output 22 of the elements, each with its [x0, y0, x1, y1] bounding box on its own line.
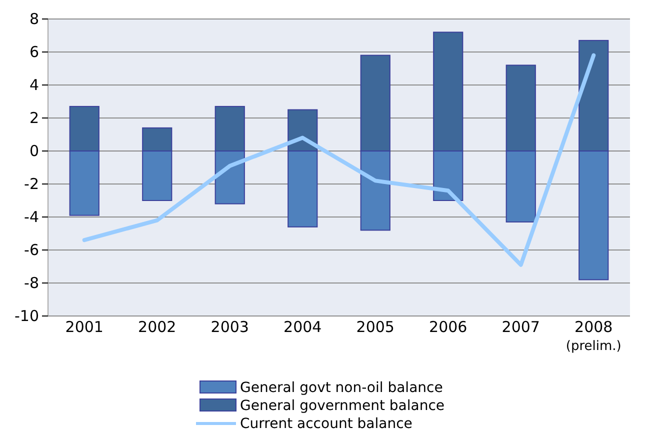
x-tick-label: 2006	[429, 318, 468, 336]
x-tick-label: 2008 (prelim.)	[566, 318, 622, 354]
legend-label: General govt non-oil balance	[240, 380, 443, 396]
y-tick-label: 6	[29, 42, 39, 61]
y-tick-label: 4	[29, 76, 39, 94]
legend-label: General government balance	[240, 398, 445, 414]
y-tick-label: 8	[29, 10, 39, 28]
y-tick-label: -10	[14, 306, 39, 325]
x-tick-label: 2005	[356, 318, 394, 336]
y-tick-label: -6	[24, 240, 39, 259]
x-tick-label: 2003	[210, 318, 249, 336]
y-tick-label: 0	[29, 142, 39, 160]
x-tick-label: 2007	[502, 318, 540, 336]
y-tick-label: -4	[24, 208, 39, 226]
y-tick-label: 2	[29, 108, 39, 127]
line-series	[82, 53, 596, 267]
y-tick-label: -2	[24, 174, 39, 193]
x-tick-label: 2004	[284, 318, 322, 336]
x-tick-label: 2002	[138, 318, 176, 336]
x-tick-label: 2001	[65, 318, 104, 336]
y-tick-label: -8	[24, 274, 39, 292]
legend-label: Current account balance	[240, 416, 412, 432]
